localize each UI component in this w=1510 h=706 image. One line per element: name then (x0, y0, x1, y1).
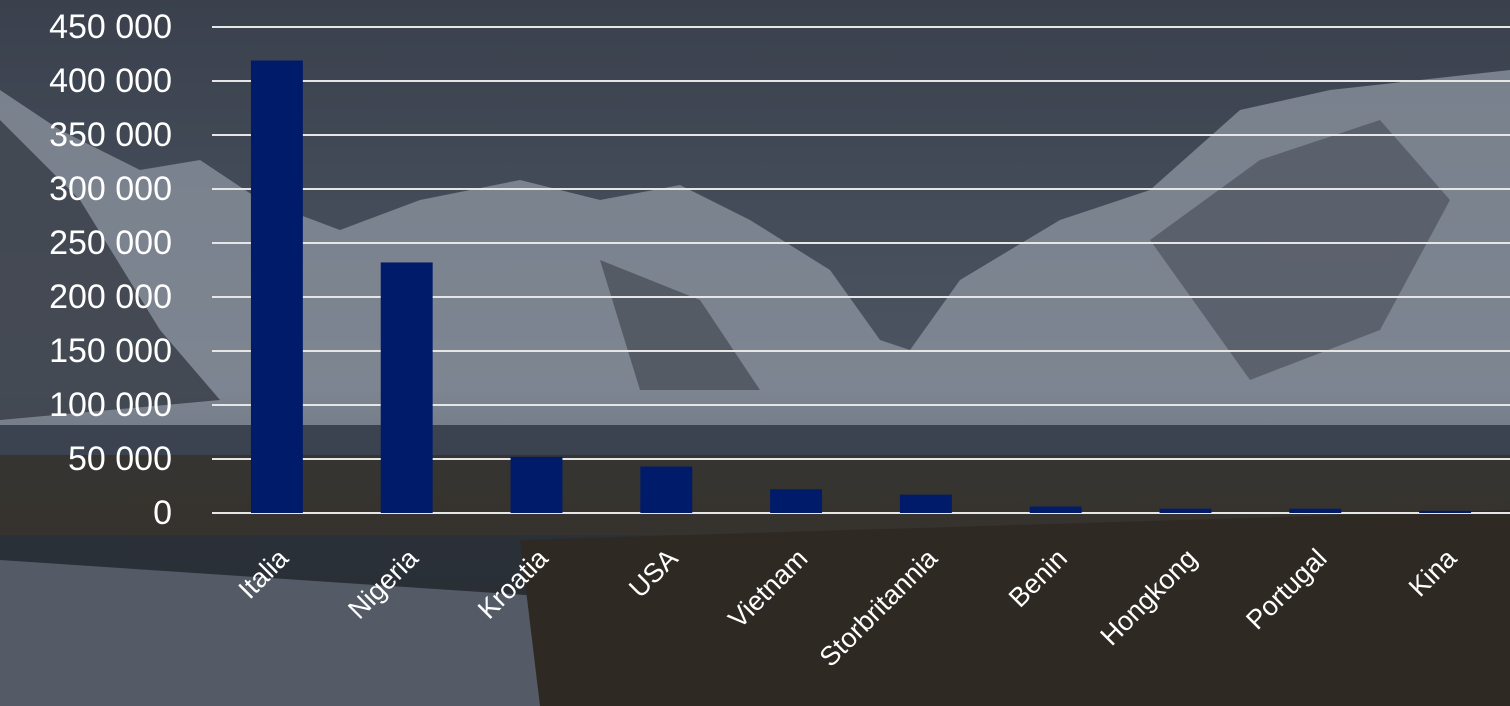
bar (770, 489, 823, 513)
bar (250, 60, 303, 513)
y-tick-label: 150 000 (49, 332, 172, 370)
bar (380, 262, 433, 513)
bar (899, 494, 952, 513)
y-tick-label: 50 000 (68, 440, 172, 478)
bar (510, 456, 563, 513)
bar (640, 466, 693, 513)
y-tick-label: 0 (153, 494, 172, 532)
bar (1159, 508, 1212, 513)
y-tick-label: 200 000 (49, 278, 172, 316)
y-tick-label: 250 000 (49, 224, 172, 262)
y-tick-label: 400 000 (49, 62, 172, 100)
y-tick-label: 100 000 (49, 386, 172, 424)
y-tick-label: 350 000 (49, 116, 172, 154)
bar (1419, 510, 1472, 513)
y-tick-label: 450 000 (49, 8, 172, 46)
y-tick-label: 300 000 (49, 170, 172, 208)
bar (1289, 508, 1342, 513)
bar (1029, 506, 1082, 513)
